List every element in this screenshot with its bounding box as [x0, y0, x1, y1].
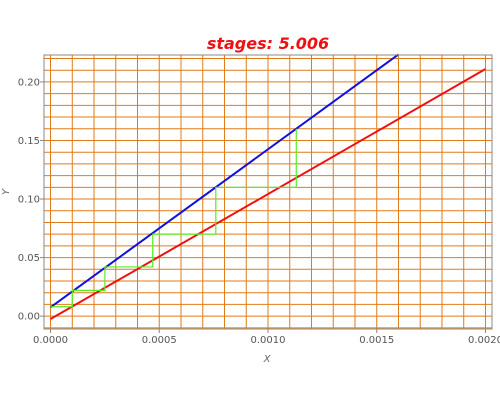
y-tick-label: 0.15	[18, 136, 40, 147]
operating-series-line	[49, 53, 400, 309]
x-tick-label: 0.0015	[359, 335, 394, 346]
grid	[44, 55, 492, 329]
x-tick-label: 0.0005	[142, 335, 177, 346]
x-tick-label: 0.0000	[33, 335, 68, 346]
y-axis-label: Y	[1, 188, 12, 195]
x-tick-label: 0.0010	[251, 335, 286, 346]
y-tick-label: 0.20	[18, 77, 40, 88]
y-tick-label: 0.10	[18, 195, 40, 206]
y-tick-label: 0.00	[18, 312, 40, 323]
x-axis-label: X	[263, 354, 272, 365]
chart-title: stages: 5.006	[207, 34, 329, 53]
x-tick-label: 0.0020	[468, 335, 500, 346]
series-layer	[49, 53, 486, 320]
equilibrium-series-line	[50, 68, 486, 320]
axis-ticks: 0.0000 0.0005 0.0010 0.0015 0.0020 0.00 0.05 0.…	[18, 77, 500, 346]
stages-series-line	[50, 128, 297, 308]
y-tick-label: 0.05	[18, 253, 40, 264]
